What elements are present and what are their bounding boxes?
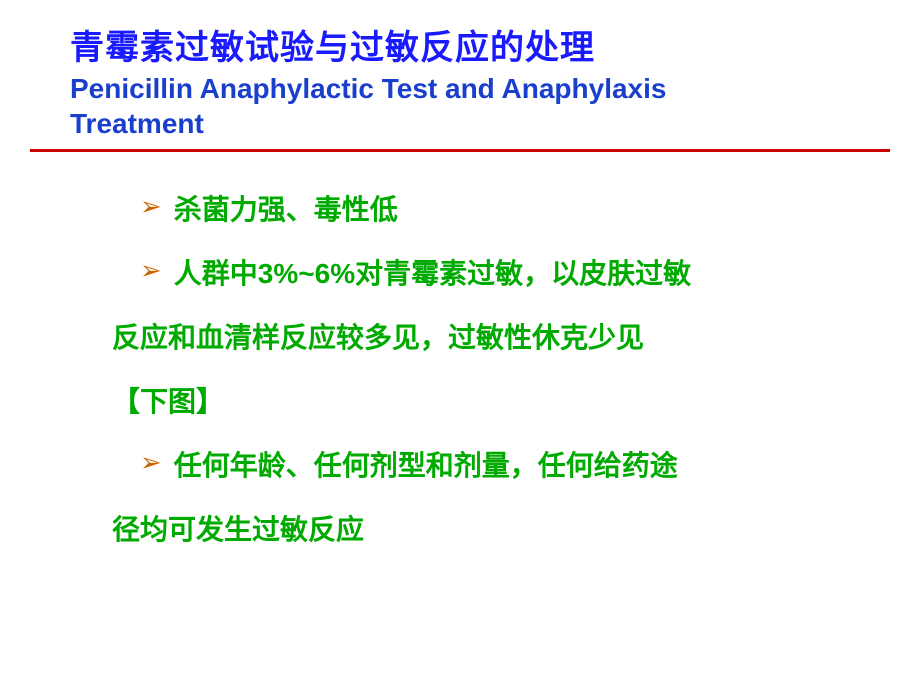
bullet-marker-icon: ➢ bbox=[140, 182, 162, 231]
bullet-marker-icon: ➢ bbox=[140, 246, 162, 295]
bullet-continuation: 径均可发生过敏反应 bbox=[112, 502, 830, 558]
title-english-line1: Penicillin Anaphylactic Test and Anaphyl… bbox=[70, 73, 666, 104]
bullet-text: 杀菌力强、毒性低 bbox=[174, 182, 398, 238]
bullet-item-3: ➢ 任何年龄、任何剂型和剂量，任何给药途 bbox=[140, 438, 830, 494]
bullet-item-2: ➢ 人群中3%~6%对青霉素过敏，以皮肤过敏 bbox=[140, 246, 830, 302]
title-english: Penicillin Anaphylactic Test and Anaphyl… bbox=[70, 71, 890, 141]
content-area: ➢ 杀菌力强、毒性低 ➢ 人群中3%~6%对青霉素过敏，以皮肤过敏 反应和血清样… bbox=[30, 182, 890, 558]
bullet-item-1: ➢ 杀菌力强、毒性低 bbox=[140, 182, 830, 238]
title-chinese: 青霉素过敏试验与过敏反应的处理 bbox=[70, 20, 890, 69]
bullet-text: 任何年龄、任何剂型和剂量，任何给药途 bbox=[174, 438, 678, 494]
bullet-text: 人群中3%~6%对青霉素过敏，以皮肤过敏 bbox=[174, 246, 691, 302]
bullet-continuation: 【下图】 bbox=[112, 374, 830, 430]
divider-line bbox=[30, 149, 890, 152]
slide-container: 青霉素过敏试验与过敏反应的处理 Penicillin Anaphylactic … bbox=[0, 0, 920, 690]
bullet-marker-icon: ➢ bbox=[140, 438, 162, 487]
bullet-continuation: 反应和血清样反应较多见，过敏性休克少见 bbox=[112, 310, 830, 366]
title-english-line2: Treatment bbox=[70, 108, 204, 139]
